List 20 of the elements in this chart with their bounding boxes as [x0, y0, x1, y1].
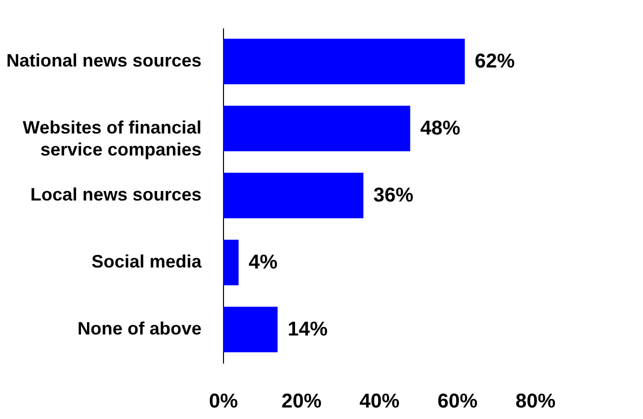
- bar: [223, 106, 410, 152]
- y-tick-label: National news sources: [6, 50, 202, 70]
- x-tick-label: 0%: [209, 390, 238, 412]
- data-label: 62%: [474, 50, 516, 72]
- y-tick-label: None of above: [77, 318, 202, 338]
- data-label: 14%: [288, 318, 328, 340]
- data-label: 48%: [420, 118, 460, 140]
- bar: [223, 38, 465, 84]
- y-tick-label: Websites of financial service companies: [22, 118, 202, 160]
- bar: [223, 240, 239, 286]
- data-label: 4%: [248, 252, 278, 274]
- data-label: 36%: [373, 184, 414, 206]
- x-tick-label: 60%: [437, 390, 478, 412]
- x-tick-label: 40%: [359, 390, 400, 412]
- x-tick-label: 20%: [281, 390, 322, 412]
- bar: [223, 306, 278, 352]
- bar: [223, 172, 364, 218]
- y-tick-label: Local news sources: [30, 184, 202, 204]
- y-tick-label: Social media: [91, 252, 202, 272]
- x-tick-label: 80%: [515, 390, 556, 412]
